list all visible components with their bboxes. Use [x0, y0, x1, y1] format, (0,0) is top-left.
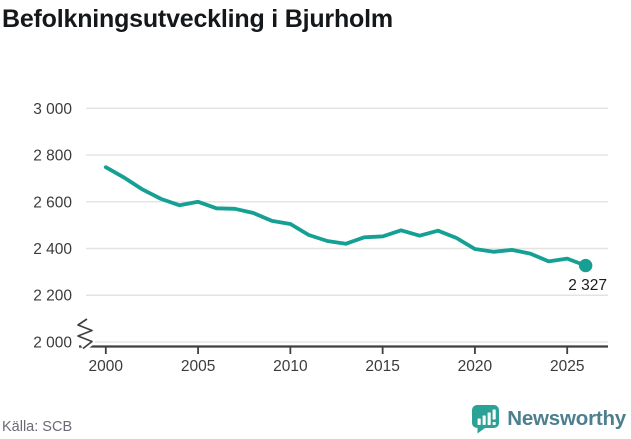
y-tick-label: 2 000 [33, 334, 72, 351]
newsworthy-logo-icon [472, 405, 500, 434]
y-tick-label: 3 000 [33, 101, 72, 118]
newsworthy-logo: Newsworthy [471, 404, 626, 434]
x-tick-label: 2000 [89, 358, 124, 375]
x-tick-label: 2005 [181, 358, 215, 375]
y-tick-label: 2 400 [33, 241, 72, 258]
x-tick-label: 2010 [273, 358, 308, 375]
data-line [103, 165, 588, 268]
x-tick-label: 2025 [550, 358, 584, 375]
x-tick-label: 2020 [458, 358, 493, 375]
y-tick-label: 2 800 [33, 148, 72, 165]
x-tick-label: 2015 [365, 358, 399, 375]
source-caption: Källa: SCB [2, 419, 73, 435]
y-tick-label: 2 600 [33, 194, 72, 211]
end-value-label: 2 327 [568, 277, 607, 294]
end-point-marker [578, 258, 593, 273]
axis-break-icon [77, 318, 93, 350]
newsworthy-logo-text: Newsworthy [507, 407, 626, 430]
y-tick-label: 2 200 [33, 288, 72, 305]
chart-title: Befolkningsutveckling i Bjurholm [2, 5, 393, 33]
